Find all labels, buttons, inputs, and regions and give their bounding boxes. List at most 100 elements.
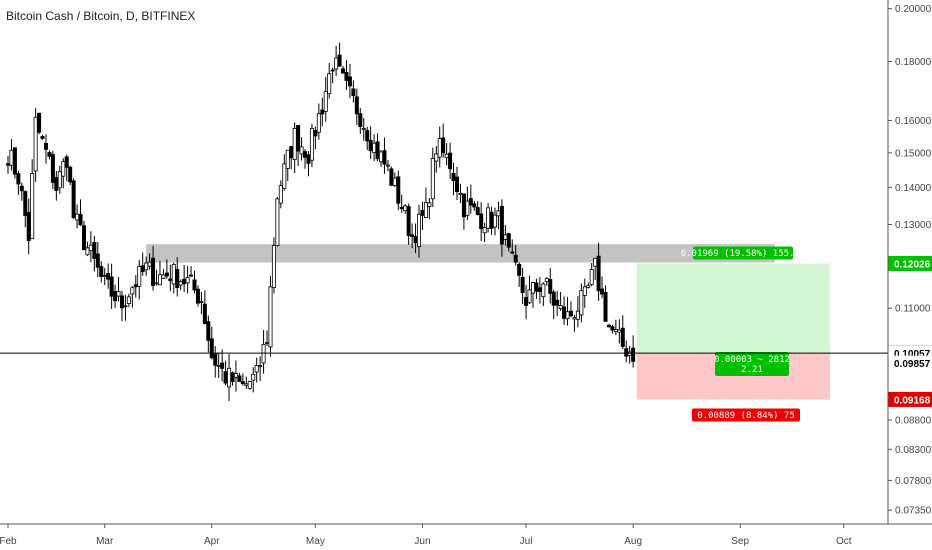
candle-body xyxy=(510,251,515,254)
candle-body xyxy=(102,275,107,278)
candle-body xyxy=(240,381,245,384)
time-tick-label: Jun xyxy=(414,536,430,547)
candle-body xyxy=(524,297,529,306)
candle-body xyxy=(306,154,311,164)
candle-body xyxy=(337,54,342,67)
candle-body xyxy=(16,173,21,185)
candle-body xyxy=(6,163,11,166)
price-tick-label: 0.15000 xyxy=(895,148,932,159)
candle-body xyxy=(479,213,484,229)
candle-body xyxy=(610,326,615,331)
stop-label-text: 0.00889 (8.84%) 75 xyxy=(697,411,795,421)
time-tick-label: Aug xyxy=(624,536,642,547)
candle-body xyxy=(151,257,156,286)
candle-body xyxy=(278,185,283,204)
candle-body xyxy=(71,180,76,219)
candle-body xyxy=(43,142,48,150)
candle-body xyxy=(330,69,335,72)
price-tick-label: 0.18000 xyxy=(895,57,932,68)
candle-body xyxy=(81,225,86,251)
candle-body xyxy=(427,202,432,207)
candle-body xyxy=(413,236,418,244)
candle-body xyxy=(555,299,560,306)
candle-body xyxy=(347,76,352,87)
candle-body xyxy=(251,373,256,381)
candle-body xyxy=(268,286,273,348)
candle-body xyxy=(420,209,425,216)
candle-body xyxy=(68,166,73,183)
candle-body xyxy=(75,213,80,221)
candle-body xyxy=(285,149,290,169)
candle-body xyxy=(454,176,459,192)
candle-body xyxy=(399,206,404,210)
candle-body xyxy=(230,372,235,383)
time-tick-label: Oct xyxy=(836,536,852,547)
candle-body xyxy=(133,284,138,288)
resistance-zone-box xyxy=(146,244,775,263)
candle-body xyxy=(123,305,128,308)
candle-body xyxy=(351,88,356,97)
candle-body xyxy=(175,268,180,288)
price-axis[interactable]: 0.20000 0.18000 0.16000 0.15000 0.14000 0.130… xyxy=(887,0,932,524)
candle-body xyxy=(468,198,473,206)
candle-body xyxy=(85,247,90,256)
time-tick-label: May xyxy=(306,536,325,547)
price-axis-tag-label: 0.09857 xyxy=(894,359,931,370)
time-tick-label: Feb xyxy=(0,536,17,547)
candle-body xyxy=(344,71,349,81)
candle-body xyxy=(99,266,104,277)
candle-body xyxy=(192,279,197,291)
candle-body xyxy=(109,276,114,297)
risk-reward-label xyxy=(715,352,789,376)
candle-body xyxy=(23,191,28,216)
candle-body xyxy=(323,91,328,112)
candle-body xyxy=(220,362,225,369)
candle-body xyxy=(530,282,535,294)
candle-body xyxy=(372,142,377,153)
price-axis-tag-label: 0.12026 xyxy=(894,260,931,271)
candle-body xyxy=(9,149,14,166)
candle-body xyxy=(382,150,387,165)
candle-body xyxy=(147,261,152,267)
candle-body xyxy=(313,130,318,137)
candle-body xyxy=(223,371,228,384)
candle-body xyxy=(199,301,204,303)
candle-body xyxy=(275,198,280,247)
candle-body xyxy=(627,351,632,356)
candle-body xyxy=(227,367,232,388)
candle-body xyxy=(244,383,249,386)
candle-body xyxy=(282,163,287,190)
candle-body xyxy=(527,289,532,304)
candle-body xyxy=(506,233,511,248)
price-tick-label: 0.07800 xyxy=(895,476,932,487)
candle-body xyxy=(410,234,415,237)
candle-body xyxy=(492,214,497,228)
candle-body xyxy=(126,296,131,304)
candle-body xyxy=(562,306,567,319)
candle-body xyxy=(299,146,304,155)
candle-body xyxy=(247,381,252,389)
candle-body xyxy=(437,138,442,158)
candle-body xyxy=(389,168,394,186)
candle-body xyxy=(596,255,601,292)
candle-body xyxy=(586,285,591,288)
candle-body xyxy=(620,327,625,347)
candle-body xyxy=(361,128,366,130)
candle-body xyxy=(50,154,55,183)
candle-body xyxy=(458,192,463,195)
price-tick-label: 0.07350 xyxy=(895,506,932,517)
price-axis-tag xyxy=(888,256,932,272)
risk-reward-label-text: 2.21 xyxy=(741,365,763,375)
candle-body xyxy=(57,171,62,189)
candle-body xyxy=(40,136,45,139)
candle-body xyxy=(164,272,169,277)
candle-body xyxy=(465,200,470,216)
candle-body xyxy=(582,286,587,296)
time-axis[interactable]: Feb Mar Apr May Jun Jul Aug Sep Oct xyxy=(0,523,932,547)
candle-body xyxy=(296,125,301,152)
candle-body xyxy=(213,353,218,366)
candle-body xyxy=(19,185,24,192)
candle-body xyxy=(589,269,594,285)
candle-body xyxy=(189,274,194,277)
